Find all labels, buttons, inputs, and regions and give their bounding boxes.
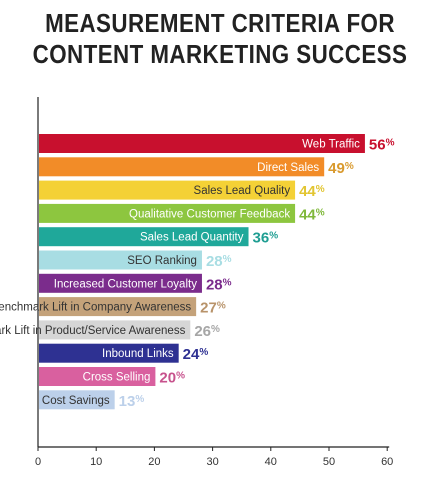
bar xyxy=(39,367,156,386)
bar-category-label: Increased Customer Loyalty xyxy=(54,278,197,290)
chart-title-line-2: CONTENT MARKETING SUCCESS xyxy=(32,39,408,69)
bar xyxy=(39,134,365,153)
bar-category-label: Sales Lead Quality xyxy=(194,185,291,197)
bar-category-label: Qualitative Customer Feedback xyxy=(129,208,290,220)
x-tick-label: 40 xyxy=(265,456,277,468)
bar-value-label: 49% xyxy=(328,160,354,177)
bar xyxy=(39,320,191,340)
bar-value-label: 44% xyxy=(299,206,325,223)
x-tick-label: 0 xyxy=(35,456,41,468)
bar-value-label: 20% xyxy=(159,370,185,387)
bar-category-label: Sales Lead Quantity xyxy=(140,232,244,244)
bar-category-label: SEO Ranking xyxy=(127,255,197,267)
x-tick-label: 10 xyxy=(90,456,102,468)
bar-category-label: Cost Savings xyxy=(42,395,110,407)
bar xyxy=(39,157,325,177)
bar-category-label: Benchmark Lift in Product/Service Awaren… xyxy=(0,325,186,337)
x-tick-label: 60 xyxy=(381,456,393,468)
bar-value-label: 24% xyxy=(183,346,209,363)
bar-value-label: 28% xyxy=(206,253,232,270)
bar xyxy=(39,250,202,270)
x-tick-label: 30 xyxy=(206,456,218,468)
chart-title: MEASUREMENT CRITERIA FOR CONTENT MARKETI… xyxy=(31,8,409,70)
bar xyxy=(39,227,249,247)
x-tick-label: 20 xyxy=(148,456,160,468)
bar-value-label: 36% xyxy=(253,230,279,247)
chart-title-line-1: MEASUREMENT CRITERIA FOR xyxy=(45,8,395,38)
bar xyxy=(39,297,197,317)
bar-value-label: 26% xyxy=(194,323,220,340)
bar-value-label: 28% xyxy=(206,276,232,293)
bar xyxy=(39,180,296,200)
bar-value-label: 27% xyxy=(200,300,226,317)
bar-category-label: Benchmark Lift in Company Awareness xyxy=(0,302,191,314)
bar-category-label: Cross Selling xyxy=(83,372,151,384)
bar-category-label: Web Traffic xyxy=(302,139,360,151)
bar-value-label: 56% xyxy=(369,137,395,154)
x-tick-label: 50 xyxy=(323,456,335,468)
bar xyxy=(39,203,296,223)
bar-category-label: Direct Sales xyxy=(257,162,319,174)
bar-category-label: Inbound Links xyxy=(102,348,174,360)
bar-value-label: 13% xyxy=(119,393,145,410)
bar xyxy=(39,273,202,293)
bar-value-label: 44% xyxy=(299,183,325,200)
bar xyxy=(39,390,115,410)
bar xyxy=(39,343,179,363)
